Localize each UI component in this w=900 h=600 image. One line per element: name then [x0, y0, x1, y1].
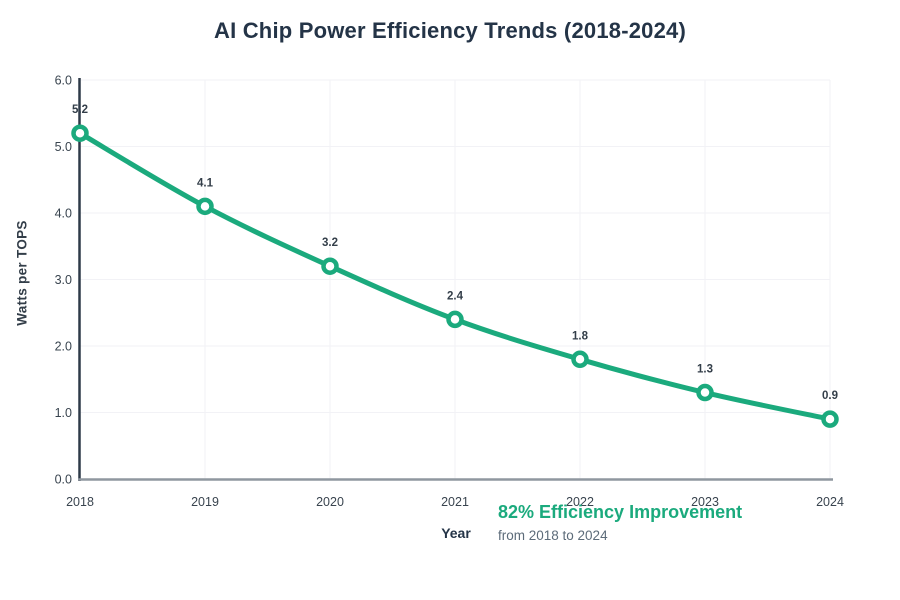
data-point-label: 0.9 [822, 390, 838, 402]
y-tick-labels: 0.0 1.0 2.0 3.0 4.0 5.0 6.0 [55, 74, 72, 487]
y-tick-label: 1.0 [55, 406, 72, 420]
chart-title: AI Chip Power Efficiency Trends (2018-20… [214, 18, 686, 43]
x-tick-label: 2024 [816, 495, 844, 509]
data-point [71, 124, 89, 142]
y-tick-label: 2.0 [55, 340, 72, 354]
data-point [696, 383, 714, 402]
y-tick-label: 5.0 [55, 140, 72, 154]
data-point [446, 310, 464, 329]
data-point [571, 350, 589, 369]
data-point [321, 257, 339, 275]
x-tick-label: 2023 [691, 495, 719, 509]
annotation-headline: 82% Efficiency Improvement [498, 502, 743, 522]
x-tick-label: 2020 [316, 495, 344, 509]
gridlines [79, 79, 831, 480]
x-tick-labels: 2018 2019 2020 2021 2022 2023 2024 [66, 495, 844, 509]
data-point-label: 1.8 [572, 330, 589, 342]
data-point-label: 3.2 [322, 237, 338, 249]
x-tick-label: 2022 [566, 495, 594, 509]
x-tick-label: 2018 [66, 495, 94, 509]
data-point [196, 197, 214, 216]
x-axis-title: Year [441, 525, 471, 541]
y-tick-label: 3.0 [55, 273, 72, 287]
annotation-subtext: from 2018 to 2024 [498, 527, 608, 543]
data-point-label: 2.4 [447, 290, 464, 302]
data-point-label: 4.1 [197, 177, 214, 189]
x-tick-label: 2019 [191, 495, 219, 509]
data-points [71, 124, 839, 428]
data-point [821, 410, 839, 428]
annotation: 82% Efficiency Improvement from 2018 to … [498, 502, 743, 543]
y-tick-label: 0.0 [55, 473, 72, 487]
x-tick-label: 2021 [441, 495, 469, 509]
y-tick-label: 4.0 [55, 207, 72, 221]
data-point-label: 1.3 [697, 364, 713, 376]
y-tick-label: 6.0 [55, 74, 72, 88]
